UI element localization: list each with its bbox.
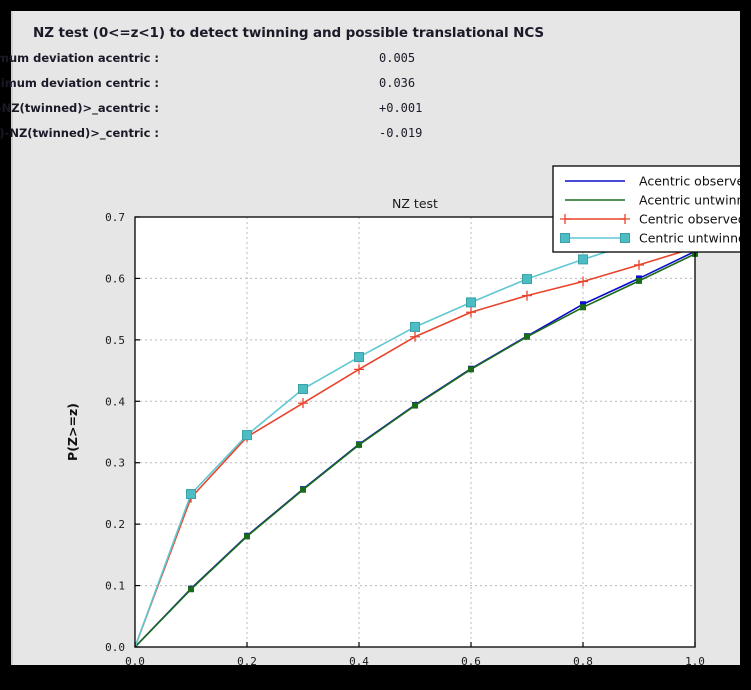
series-marker	[356, 441, 362, 448]
nz-test-chart: 0.0 0.1 0.2 0.3 0.4 0.5 0.6 0.7 0.0 0.2 0.4 0.6 0.8 1…	[11, 151, 740, 665]
x-axis-tick-label: 0.4	[349, 655, 369, 665]
series-marker	[466, 297, 476, 308]
nz-test-panel: NZ test (0<=z<1) to detect twinning and …	[0, 11, 740, 665]
y-axis-tick-label: 0.5	[105, 334, 125, 347]
series-marker	[242, 430, 252, 441]
x-axis-tick-label: 0.6	[461, 655, 481, 665]
statistic-value: 0.005	[379, 51, 416, 65]
statistic-label: Maximum deviation centric :	[0, 76, 159, 90]
series-marker	[412, 402, 418, 409]
statistic-label: <NZ(obs)-NZ(twinned)>_acentric :	[0, 101, 159, 115]
series-marker	[636, 277, 642, 284]
y-axis-tick-label: 0.3	[105, 457, 125, 470]
plot-background	[135, 217, 695, 647]
series-marker	[578, 276, 588, 287]
y-axis-tick-label: 0.2	[105, 518, 125, 531]
legend-label: Acentric observed	[639, 174, 740, 189]
series-marker	[354, 352, 364, 363]
series-marker	[466, 307, 476, 318]
series-marker	[410, 331, 420, 342]
y-axis-tick-label: 0.6	[105, 272, 125, 285]
series-marker	[522, 290, 532, 301]
statistics-list: Maximum deviation acentric :0.005Maximum…	[0, 51, 431, 151]
statistic-value: 0.036	[379, 76, 416, 90]
series-marker	[578, 254, 588, 265]
y-axis-tick-label: 0.0	[105, 641, 125, 654]
series-2	[134, 250, 698, 648]
series-marker	[524, 333, 530, 340]
y-axis-tick-label: 0.1	[105, 580, 125, 593]
statistic-value: -0.019	[379, 126, 423, 140]
legend-label: Acentric untwinned	[639, 193, 740, 208]
legend-item[interactable]: Acentric observed	[565, 174, 740, 189]
page-title: NZ test (0<=z<1) to detect twinning and …	[33, 25, 545, 41]
legend-item[interactable]: Centric observed	[560, 212, 740, 227]
statistic-row: Maximum deviation centric : 0.036	[0, 76, 431, 101]
statistic-row: <NZ(obs)-NZ(twinned)>_acentric : +0.001	[0, 101, 431, 126]
statistic-label: Maximum deviation acentric :	[0, 51, 159, 65]
y-axis-tick-label: 0.4	[105, 395, 125, 408]
legend-marker	[620, 233, 630, 243]
series-marker	[188, 586, 194, 593]
chart-title: NZ test	[392, 196, 438, 211]
series-marker	[298, 384, 308, 394]
statistic-value: +0.001	[379, 101, 423, 115]
legend-marker	[620, 214, 630, 224]
legend-item[interactable]: Acentric untwinned	[565, 193, 740, 208]
chart-legend: Acentric observed Acentric untwinned Centr…	[552, 165, 741, 253]
legend-marker	[560, 214, 570, 224]
series-marker	[580, 304, 586, 311]
y-axis-title: P(Z>=z)	[65, 403, 80, 461]
legend-item[interactable]: Centric untwinned	[560, 231, 741, 246]
series-marker	[468, 366, 474, 373]
statistic-row: <NZ(obs)-NZ(twinned)>_centric : -0.019	[0, 126, 431, 151]
panel-left-shade	[11, 11, 13, 665]
x-axis-tick-label: 1.0	[685, 655, 705, 665]
chart-svg: 0.0 0.1 0.2 0.3 0.4 0.5 0.6 0.7 0.0 0.2 0.4 0.6 0.8 1…	[65, 165, 741, 665]
series-marker	[298, 398, 308, 409]
y-axis-tick-label: 0.7	[105, 211, 125, 224]
data-series-group	[134, 218, 700, 648]
series-marker	[410, 321, 420, 332]
series-marker	[244, 533, 250, 540]
legend-marker	[560, 233, 570, 243]
series-marker	[522, 274, 532, 285]
x-axis-tick-label: 0.2	[237, 655, 257, 665]
legend-label: Centric untwinned	[639, 231, 740, 246]
statistic-label: <NZ(obs)-NZ(twinned)>_centric :	[0, 126, 159, 140]
series-marker	[634, 259, 644, 270]
series-marker	[300, 486, 306, 493]
series-marker	[354, 364, 364, 375]
x-axis-tick-label: 0.8	[573, 655, 593, 665]
statistic-row: Maximum deviation acentric : 0.005	[0, 51, 431, 76]
plot-frame	[134, 216, 696, 648]
x-axis-tick-label: 0.0	[125, 655, 145, 665]
series-marker	[186, 489, 196, 500]
axes-group: 0.0 0.1 0.2 0.3 0.4 0.5 0.6 0.7 0.0 0.2 0.4 0.6 0.8 1…	[105, 211, 705, 665]
legend-label: Centric observed	[639, 212, 740, 227]
